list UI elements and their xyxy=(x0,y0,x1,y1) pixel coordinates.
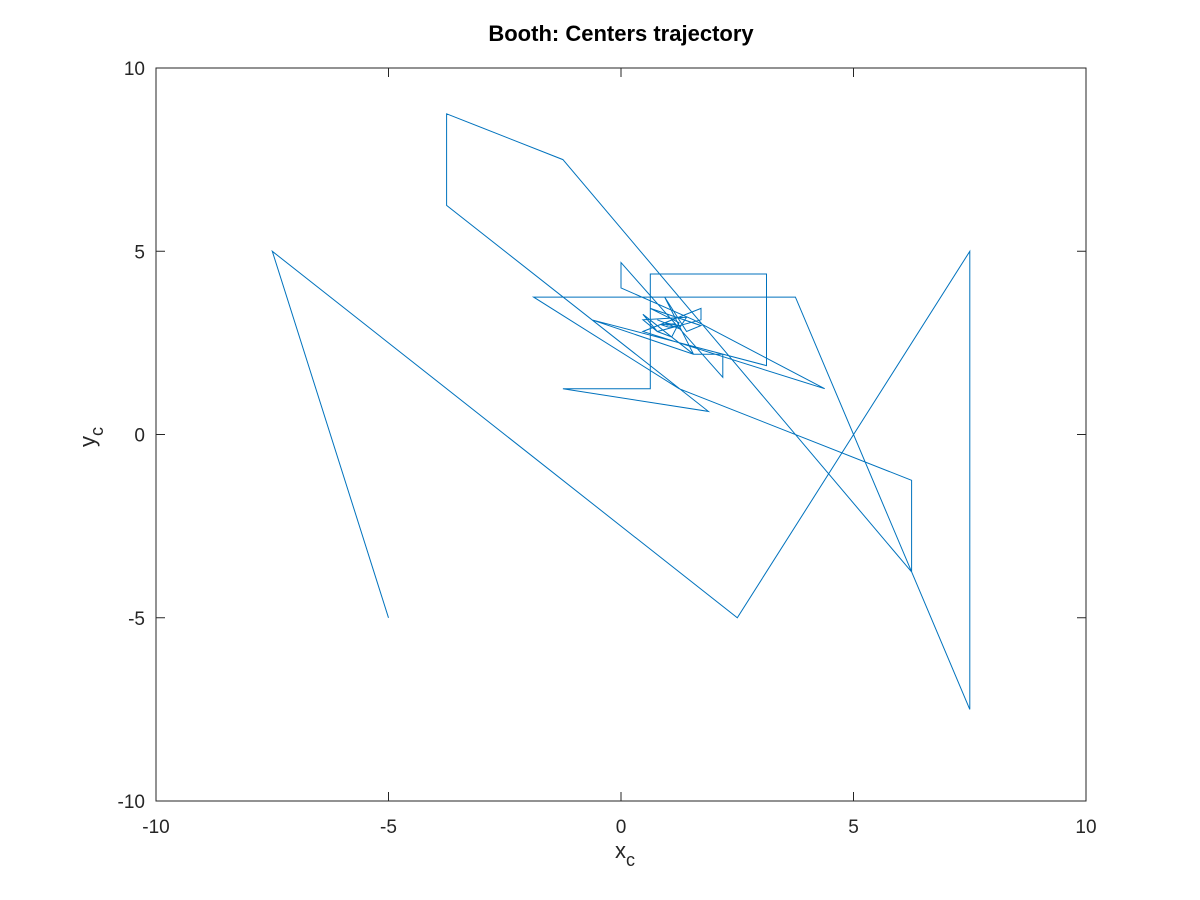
series-layer xyxy=(271,113,971,710)
y-tick-label: -5 xyxy=(128,609,145,630)
y-axis-label: yc xyxy=(75,427,107,447)
x-axis-label: xc xyxy=(615,838,635,870)
x-axis-label-subscript: c xyxy=(626,850,635,870)
x-tick-label: -5 xyxy=(380,817,397,838)
y-tick-label: 10 xyxy=(124,59,145,80)
y-axis-label-main: y xyxy=(75,436,100,447)
x-tick-label: 10 xyxy=(1075,817,1096,838)
plot-frame xyxy=(155,67,1087,802)
trajectory-line xyxy=(271,113,971,710)
x-tick-label: 5 xyxy=(848,817,859,838)
plot-area xyxy=(156,68,1086,801)
x-tick-label: -10 xyxy=(142,817,169,838)
y-tick-label: -10 xyxy=(118,792,145,813)
chart-title: Booth: Centers trajectory xyxy=(488,21,754,46)
y-tick-label: 0 xyxy=(134,426,145,447)
x-tick-label: 0 xyxy=(616,817,627,838)
axis-tick-labels: -10 -5 0 5 10 -10 -5 0 5 10 xyxy=(118,59,1097,838)
y-axis-label-subscript: c xyxy=(87,427,107,436)
x-axis-label-main: x xyxy=(615,838,626,863)
y-tick-label: 5 xyxy=(134,242,145,263)
